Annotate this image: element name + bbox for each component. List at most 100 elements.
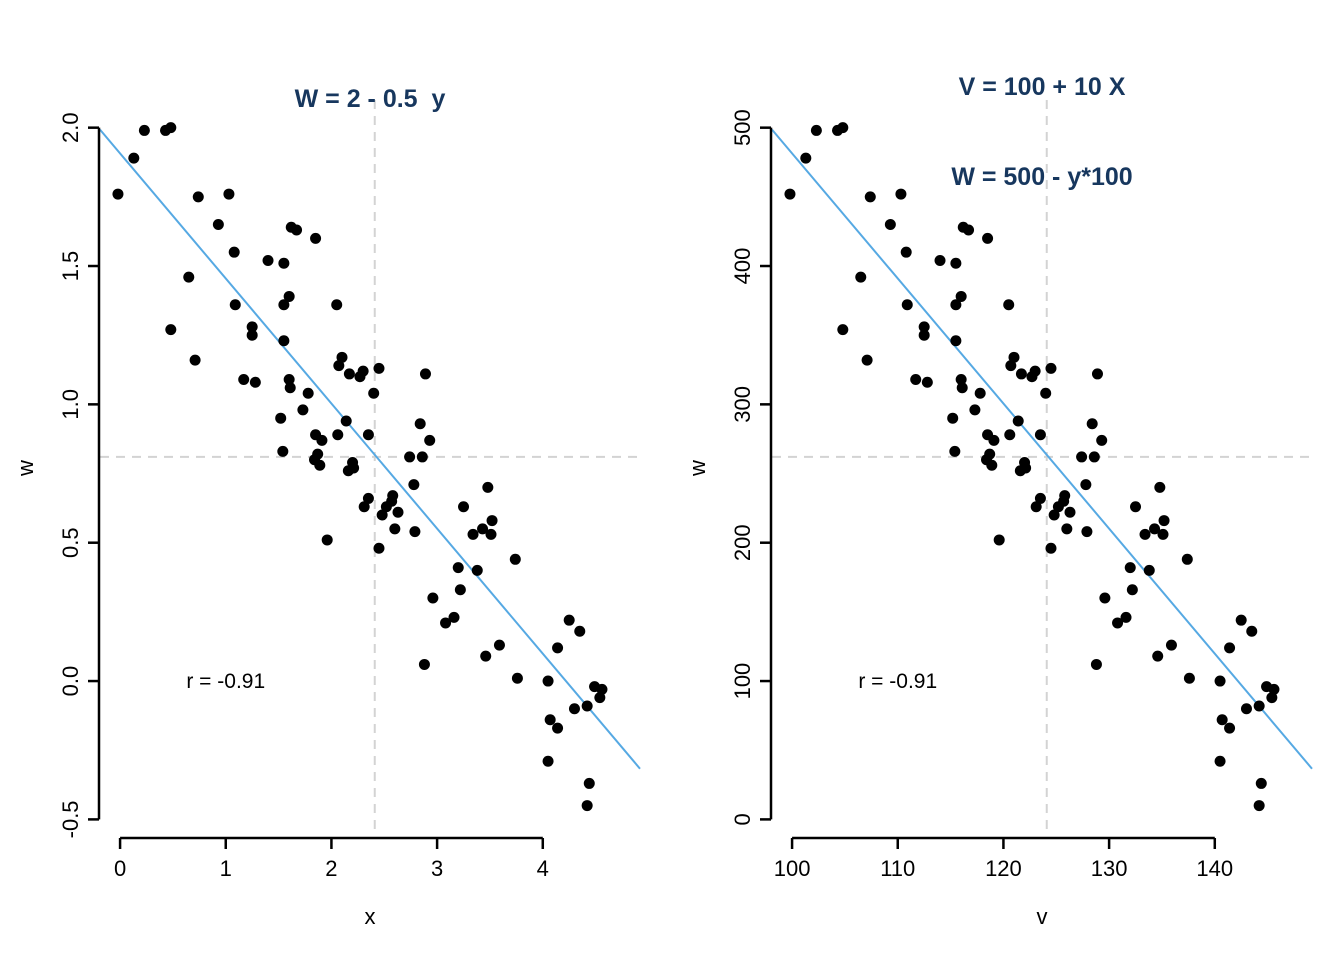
data-point: [138, 124, 150, 136]
panel-right: 100 110 120 130 140 0 100 200 300 400 500 r = -0.91…: [672, 0, 1344, 960]
data-point: [283, 373, 295, 385]
data-point: [1048, 509, 1060, 521]
data-point: [277, 445, 289, 457]
scatter-plot-right: 100 110 120 130 140 0 100 200 300 400 500 r = -0.91: [730, 100, 1313, 881]
data-point: [1088, 451, 1100, 463]
data-point: [574, 625, 586, 637]
scatter-plot-left: 0 1 2 3 4 -0.5 0.0 0.5 1.0 1.5 2.0 r = -0.91: [58, 100, 641, 881]
x-tick-label: 1: [220, 856, 232, 881]
data-point: [901, 299, 913, 311]
regression-line: [771, 128, 1313, 770]
data-point: [1139, 528, 1151, 540]
data-point: [1143, 564, 1155, 576]
data-point: [1112, 617, 1124, 629]
data-point: [837, 324, 849, 336]
data-point: [458, 501, 470, 513]
data-point: [1158, 515, 1170, 527]
data-point: [949, 445, 961, 457]
data-point: [921, 376, 933, 388]
data-point: [1096, 434, 1108, 446]
data-point: [223, 188, 235, 200]
data-point: [542, 675, 554, 687]
data-point: [262, 254, 274, 266]
data-point: [1034, 429, 1046, 441]
data-point: [1040, 387, 1052, 399]
data-point: [1052, 501, 1064, 513]
data-point: [1004, 429, 1016, 441]
data-point: [454, 584, 466, 596]
data-point: [302, 387, 314, 399]
data-point: [392, 506, 404, 518]
panel-right-title: V = 100 + 10 X W = 500 - y*100: [772, 12, 1312, 252]
panel-left-title: W = 2 - 0.5 y: [100, 24, 640, 174]
data-point: [988, 434, 1000, 446]
data-point: [918, 321, 930, 333]
data-point: [362, 429, 374, 441]
data-point: [1149, 523, 1161, 535]
y-tick-label: 300: [730, 386, 755, 423]
data-point: [165, 324, 177, 336]
x-tick-label: 120: [985, 856, 1022, 881]
data-point: [1034, 492, 1046, 504]
y-tick-label: 500: [730, 109, 755, 146]
data-point: [1224, 722, 1236, 734]
data-point: [321, 534, 333, 546]
panel-left-x-axis-label: x: [364, 904, 376, 929]
data-point: [1086, 418, 1098, 430]
data-point: [485, 528, 497, 540]
data-point: [581, 700, 593, 712]
data-point: [482, 481, 494, 493]
data-point: [1045, 362, 1057, 374]
data-point: [1099, 592, 1111, 604]
data-point: [238, 373, 250, 385]
y-tick-label: -0.5: [58, 800, 83, 838]
data-point: [895, 188, 907, 200]
data-point: [189, 354, 201, 366]
panel-left-title-line: W = 2 - 0.5 y: [294, 85, 446, 113]
data-point: [336, 351, 348, 363]
data-point: [357, 365, 369, 377]
data-point: [404, 451, 416, 463]
data-point: [1255, 777, 1267, 789]
data-point: [1020, 462, 1032, 474]
data-point: [212, 219, 224, 231]
data-point: [333, 360, 345, 372]
y-tick-label: 100: [730, 663, 755, 700]
data-point: [1214, 755, 1226, 767]
data-point: [1165, 639, 1177, 651]
data-point: [1080, 479, 1092, 491]
data-point: [380, 501, 392, 513]
data-point: [982, 232, 994, 244]
data-point: [376, 509, 388, 521]
data-point: [373, 362, 385, 374]
data-point: [1008, 351, 1020, 363]
data-point: [409, 526, 421, 538]
data-point: [950, 257, 962, 269]
data-point: [418, 658, 430, 670]
data-point: [332, 429, 344, 441]
data-point: [1015, 368, 1027, 380]
data-point: [511, 672, 523, 684]
data-point: [249, 376, 261, 388]
x-tick-label: 100: [774, 856, 811, 881]
data-point: [1268, 683, 1280, 695]
panel-right-y-axis-label: w: [685, 460, 710, 476]
data-point: [310, 232, 322, 244]
data-point: [477, 523, 489, 535]
data-point: [343, 368, 355, 380]
data-point: [1064, 506, 1076, 518]
data-point: [427, 592, 439, 604]
panel-right-title-line-2: W = 500 - y*100: [951, 163, 1133, 191]
y-tick-label: 200: [730, 524, 755, 561]
panel-left: 0 1 2 3 4 -0.5 0.0 0.5 1.0 1.5 2.0 r = -0.91 W = 2 …: [13, 24, 641, 929]
x-tick-label: 130: [1091, 856, 1128, 881]
y-tick-label: 0.0: [58, 666, 83, 697]
data-point: [1152, 650, 1164, 662]
data-point: [1012, 415, 1024, 427]
data-point: [297, 404, 309, 416]
data-point: [864, 191, 876, 203]
data-point: [594, 692, 606, 704]
regression-line: [99, 128, 641, 770]
data-point: [1081, 526, 1093, 538]
